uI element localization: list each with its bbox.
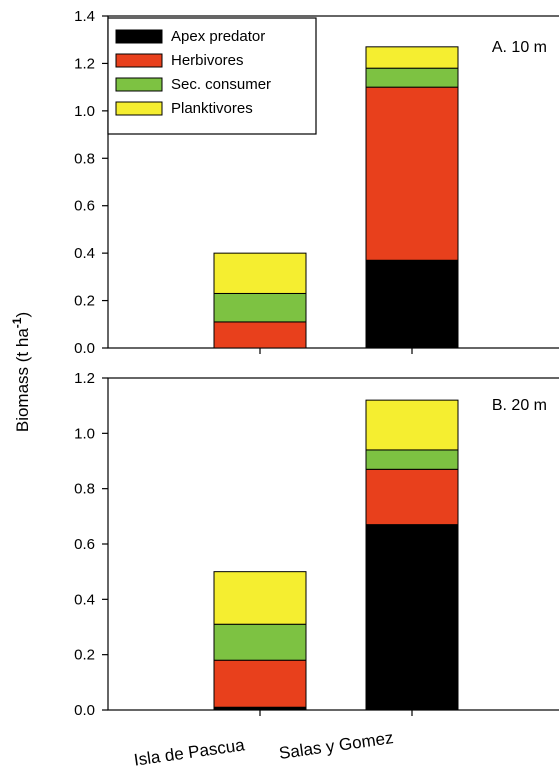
- y-tick-label: 0.2: [74, 647, 95, 664]
- bar-segment-sec-consumer-isla-de-pascua: [213, 623, 307, 661]
- plot-frame: [107, 15, 559, 349]
- bar-segment-sec-consumer-isla-de-pascua: [213, 292, 307, 323]
- legend-swatch-sec-consumer: [115, 77, 163, 92]
- legend-label-sec-consumer: Sec. consumer: [171, 76, 271, 93]
- y-axis-title: Biomass (t ha-1): [10, 312, 32, 432]
- bar-segment-planktivores-salas-y-gomez: [365, 399, 459, 451]
- legend-label-planktivores: Planktivores: [171, 100, 253, 117]
- plot-frame: [107, 377, 559, 711]
- y-tick-label: 0.6: [74, 536, 95, 553]
- y-tick-label: 0.6: [74, 198, 95, 215]
- bar-segment-apex-predator-salas-y-gomez: [365, 259, 459, 349]
- bar-segment-herbivores-isla-de-pascua: [213, 659, 307, 708]
- panel-label: A. 10 m: [492, 39, 547, 56]
- bar-segment-planktivores-isla-de-pascua: [213, 252, 307, 294]
- panel-label: B. 20 m: [492, 397, 547, 414]
- bar-segment-planktivores-isla-de-pascua: [213, 571, 307, 625]
- bar-segment-sec-consumer-salas-y-gomez: [365, 67, 459, 88]
- y-tick-label: 0.0: [74, 340, 95, 357]
- bar-segment-sec-consumer-salas-y-gomez: [365, 449, 459, 470]
- y-tick-label: 0.4: [74, 245, 95, 262]
- bar-segment-herbivores-salas-y-gomez: [365, 86, 459, 261]
- panel-b: 0.0 0.2 0.4 0.6 0.8 1.0 1.2 B. 20 m: [74, 370, 559, 719]
- y-tick-label: 1.2: [74, 55, 95, 72]
- legend-swatch-herbivores: [115, 53, 163, 68]
- y-tick-label: 1.0: [74, 425, 95, 442]
- bar-segment-apex-predator-salas-y-gomez: [365, 524, 459, 711]
- legend-swatch-planktivores: [115, 101, 163, 116]
- y-tick-label: 0.8: [74, 481, 95, 498]
- bar-segment-herbivores-isla-de-pascua: [213, 321, 307, 349]
- bar-segment-herbivores-salas-y-gomez: [365, 468, 459, 526]
- category-label-salas-y-gomez: Salas y Gomez: [278, 728, 395, 763]
- y-tick-label: 0.0: [74, 702, 95, 719]
- y-tick-label: 0.2: [74, 293, 95, 310]
- y-tick-label: 1.0: [74, 103, 95, 120]
- legend: Apex predator Herbivores Sec. consumer Plan…: [107, 17, 317, 135]
- y-tick-label: 1.2: [74, 370, 95, 387]
- y-tick-label: 0.4: [74, 591, 95, 608]
- category-label-isla-de-pascua: Isla de Pascua: [133, 735, 247, 766]
- legend-label-apex-predator: Apex predator: [171, 28, 265, 45]
- panel-a: 0.0 0.2 0.4 0.6 0.8 1.0 1.2 1.4 A. 10 m: [74, 8, 559, 357]
- legend-swatch-apex-predator: [115, 29, 163, 44]
- y-tick-label: 0.8: [74, 150, 95, 167]
- y-tick-label: 1.4: [74, 8, 95, 25]
- bar-segment-planktivores-salas-y-gomez: [365, 46, 459, 69]
- legend-label-herbivores: Herbivores: [171, 52, 244, 69]
